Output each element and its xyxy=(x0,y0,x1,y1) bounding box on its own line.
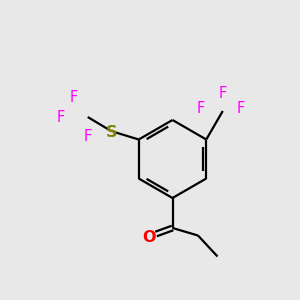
Text: S: S xyxy=(106,124,118,140)
Text: F: F xyxy=(57,110,65,124)
Text: F: F xyxy=(70,90,78,105)
Text: F: F xyxy=(84,129,92,144)
Text: F: F xyxy=(237,100,245,116)
Text: O: O xyxy=(143,230,156,244)
Text: F: F xyxy=(219,85,227,100)
Text: F: F xyxy=(196,100,204,116)
